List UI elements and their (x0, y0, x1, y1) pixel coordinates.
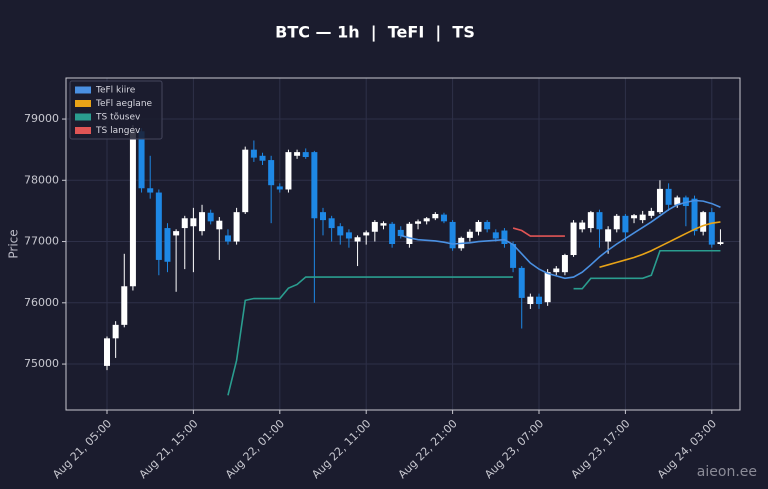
candle-body (259, 155, 266, 161)
candle-body (665, 188, 672, 205)
candle-body (147, 188, 154, 193)
candle-body (674, 197, 681, 205)
candle-body (207, 212, 214, 222)
candle-body (129, 131, 136, 287)
candle-body (700, 212, 707, 232)
candle-body (199, 212, 206, 232)
legend-label: TS tõusev (95, 113, 141, 123)
candle-body (181, 218, 188, 229)
candle-body (656, 188, 663, 213)
candle-body (320, 212, 326, 221)
candle-body (648, 210, 655, 216)
candle-body (423, 218, 430, 222)
candle-body (415, 221, 422, 224)
legend-label: TS langev (95, 126, 141, 136)
candle-body (492, 232, 499, 239)
candle-body (164, 228, 171, 262)
candle-body (570, 222, 577, 256)
candle-body (544, 272, 551, 303)
y-tick-label: 79000 (24, 112, 59, 125)
candle-body (276, 186, 283, 190)
candle-body (155, 192, 162, 260)
candle-body (406, 223, 413, 244)
legend-label: TeFl aeglane (95, 99, 153, 109)
candle-body (242, 149, 249, 213)
legend-box (69, 80, 163, 140)
candle-body (432, 213, 439, 219)
candle-body (518, 267, 525, 298)
candle-body (613, 215, 620, 230)
y-axis-label: Price (7, 229, 21, 258)
candle-body (622, 215, 629, 233)
legend-label: TeFl kiire (95, 86, 136, 96)
candle-body (527, 296, 534, 305)
candle-body (337, 226, 344, 236)
candle-body (380, 223, 387, 226)
plot-frame (65, 77, 741, 411)
candle-body (345, 232, 352, 239)
overlay-line (512, 227, 565, 237)
candle-body (605, 229, 612, 242)
candle-body (216, 220, 223, 230)
candle-body (631, 215, 638, 219)
candle-body (311, 152, 318, 219)
candle-body (691, 198, 698, 232)
y-tick-label: 76000 (24, 296, 59, 309)
candle-body (475, 221, 482, 232)
candle-body (112, 324, 119, 339)
overlay-line (400, 199, 721, 280)
candle-body (363, 232, 370, 236)
candle-body (553, 268, 560, 273)
candle-body (639, 214, 646, 221)
candle-body (294, 152, 301, 156)
candle-body (440, 214, 447, 222)
legend-swatch (75, 113, 91, 121)
candle-body (717, 242, 724, 244)
watermark: aieon.ee (697, 464, 757, 480)
candle-body (104, 338, 110, 366)
candle-body (328, 218, 335, 229)
candle-body (371, 221, 378, 232)
legend: TeFl kiire TeFl aeglane TS tõusev TS langev (69, 80, 163, 140)
candle-body (587, 212, 594, 229)
candle-body (121, 286, 128, 325)
candle-body (389, 223, 396, 244)
candle-body (449, 221, 456, 249)
candle-body (173, 231, 180, 236)
candle-body (484, 221, 491, 230)
chart-title: BTC — 1h | TeFI | TS (275, 23, 475, 43)
candle-body (138, 131, 145, 189)
candle-body (397, 229, 404, 237)
candle-body (579, 222, 586, 230)
candle-body (354, 237, 361, 242)
candle-body (510, 244, 517, 268)
legend-swatch (75, 127, 91, 134)
y-tick-label: 75000 (24, 357, 59, 370)
legend-swatch (75, 100, 91, 107)
candle-body (466, 231, 473, 238)
y-tick-label: 77000 (24, 235, 59, 248)
legend-swatch (75, 86, 91, 94)
candle-body (596, 212, 603, 230)
candle-body (501, 230, 508, 244)
candle-body (268, 160, 275, 186)
overlay-line (599, 221, 721, 269)
candle-body (233, 212, 240, 242)
candle-body (302, 152, 309, 158)
candle-body (190, 218, 197, 227)
candle-body (224, 235, 231, 242)
candle-body (561, 255, 568, 273)
candle-body (285, 152, 292, 190)
candle-body (708, 212, 715, 245)
candle-body (536, 296, 542, 305)
y-tick-label: 78000 (24, 173, 59, 186)
candle-body (250, 149, 257, 158)
overlay-line (227, 249, 721, 396)
